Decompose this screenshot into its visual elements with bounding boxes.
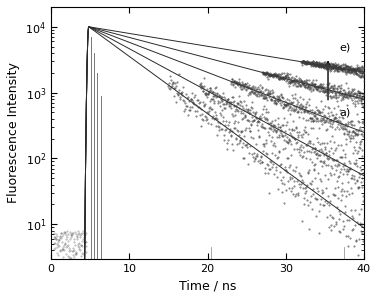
Y-axis label: Fluorescence Intensity: Fluorescence Intensity: [7, 62, 20, 203]
Text: a): a): [339, 108, 350, 118]
Text: e): e): [339, 42, 350, 52]
X-axis label: Time / ns: Time / ns: [179, 279, 236, 292]
